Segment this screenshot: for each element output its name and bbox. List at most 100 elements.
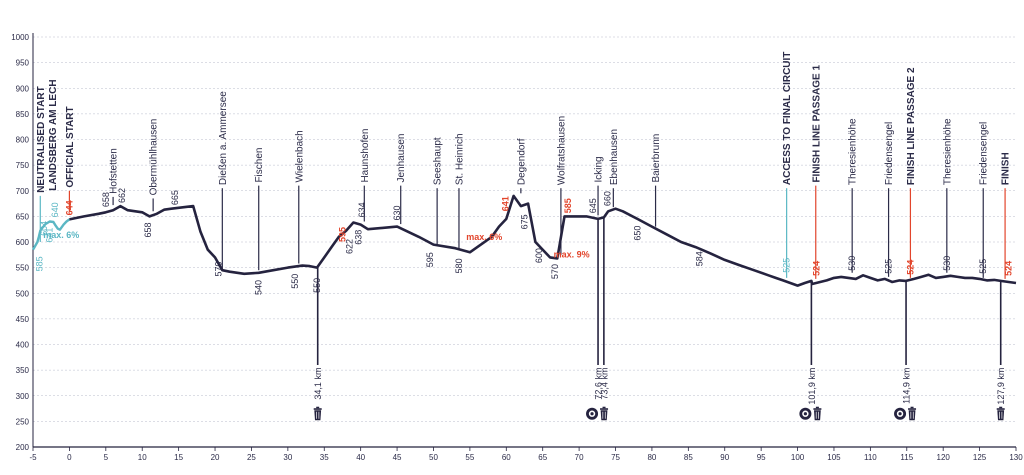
x-tick-label: 10 [138,453,147,462]
elevation-label: 540 [254,280,264,295]
elevation-label: 530 [847,256,857,271]
elevation-label: 570 [550,264,560,279]
elevation-label: 530 [942,256,952,271]
place-label: Friedensengel [884,122,895,185]
elevation-label: 595 [425,252,435,267]
x-tick-label: 125 [973,453,987,462]
place-label: Dießen a. Ammersee [218,91,229,185]
x-tick-label: 75 [611,453,620,462]
x-tick-label: 90 [720,453,729,462]
x-tick-label: 45 [393,453,402,462]
place-label: Ebenhausen [609,129,620,185]
elevation-label: 641 [45,228,55,243]
place-label: Seeshaupt [433,137,444,185]
y-tick-label: 750 [16,161,30,170]
x-tick-label: 105 [827,453,841,462]
elevation-label: 665 [170,190,180,205]
km-label: 127,9 km [996,368,1006,405]
feed-zone-icon [799,407,812,420]
elevation-label: 570 [214,261,224,276]
x-tick-label: 40 [356,453,365,462]
y-tick-label: 500 [16,289,30,298]
elevation-label: 622 [345,239,355,254]
place-label: NEUTRALISED START [36,86,47,192]
elevation-label: 600 [534,248,544,263]
elevation-label: 640 [50,202,60,217]
feed-zone-icon [894,407,907,420]
place-marker-lines [39,185,1006,279]
km-label: 73,4 km [599,368,609,400]
place-label: FINISH [1001,152,1012,185]
elevation-label: 524 [1004,261,1014,276]
elevation-label: 525 [884,259,894,274]
x-tick-label: 50 [429,453,438,462]
x-tick-label: 65 [538,453,547,462]
elevation-label: 550 [312,278,322,293]
elevation-label: 604 [39,221,49,236]
km-label: 34,1 km [313,368,323,400]
gradient-label: max. 6% [466,232,502,242]
elevation-label: 662 [117,188,127,203]
elevation-label: 658 [143,223,153,238]
place-label: Obermühlhausen [149,119,160,196]
y-tick-label: 300 [16,392,30,401]
axes: 2002503003504004505005506006507007508008… [11,33,1023,462]
x-tick-label: 25 [247,453,256,462]
place-label: Fischen [254,148,265,183]
elevation-label: 630 [392,205,402,220]
elevation-label: 650 [632,226,642,241]
x-tick-label: 0 [67,453,72,462]
x-tick-label: 70 [575,453,584,462]
place-label: LANDSBERG AM LECH [48,79,59,190]
y-tick-label: 650 [16,212,30,221]
place-label: Theresienhöhe [848,118,859,185]
elevation-label: 660 [603,191,613,206]
km-label: 101,9 km [807,368,817,405]
x-tick-label: 55 [465,453,474,462]
y-tick-label: 900 [16,84,30,93]
elevation-label: 644 [64,200,74,215]
place-label: FINISH LINE PASSAGE 1 [811,64,822,182]
elevation-label: 658 [101,192,111,207]
y-tick-label: 700 [16,187,30,196]
x-tick-label: 30 [283,453,292,462]
place-label: Icking [594,156,605,182]
x-tick-label: 5 [104,453,109,462]
x-tick-label: -5 [29,453,37,462]
elevation-label: 524 [811,261,821,276]
y-tick-label: 850 [16,110,30,119]
x-tick-label: 20 [211,453,220,462]
elevation-label: 584 [694,251,704,266]
x-tick-label: 115 [900,453,913,462]
gradient-label: max. 9% [554,249,590,259]
place-label: ACCESS TO FINAL CIRCUIT [782,52,793,186]
elevation-profile [31,194,1017,287]
y-tick-label: 600 [16,238,30,247]
elevation-label: 585 [563,198,573,213]
x-tick-label: 100 [791,453,805,462]
place-label: Haunshofen [360,129,371,183]
place-label: Hofstetten [109,148,120,194]
elevation-label: 641 [501,196,511,211]
waste-bin-icon [813,406,822,421]
place-label: Baierbrunn [651,134,662,183]
place-label: FINISH LINE PASSAGE 2 [906,67,917,185]
elevation-label: 675 [520,214,530,229]
waste-bin-icon [313,406,322,421]
y-tick-label: 400 [16,341,30,350]
elevation-label: 525 [782,258,792,273]
x-tick-label: 120 [937,453,951,462]
y-tick-label: 350 [16,366,30,375]
place-label: Jenhausen [396,134,407,183]
y-tick-label: 950 [16,59,30,68]
x-tick-label: 130 [1009,453,1023,462]
x-tick-label: 80 [647,453,656,462]
y-tick-label: 450 [16,315,30,324]
x-tick-label: 60 [502,453,511,462]
x-tick-label: 15 [174,453,183,462]
y-tick-label: 1000 [11,33,29,42]
waste-bin-icon [600,406,609,421]
place-label: Theresienhöhe [942,118,953,185]
x-tick-label: 110 [864,453,877,462]
